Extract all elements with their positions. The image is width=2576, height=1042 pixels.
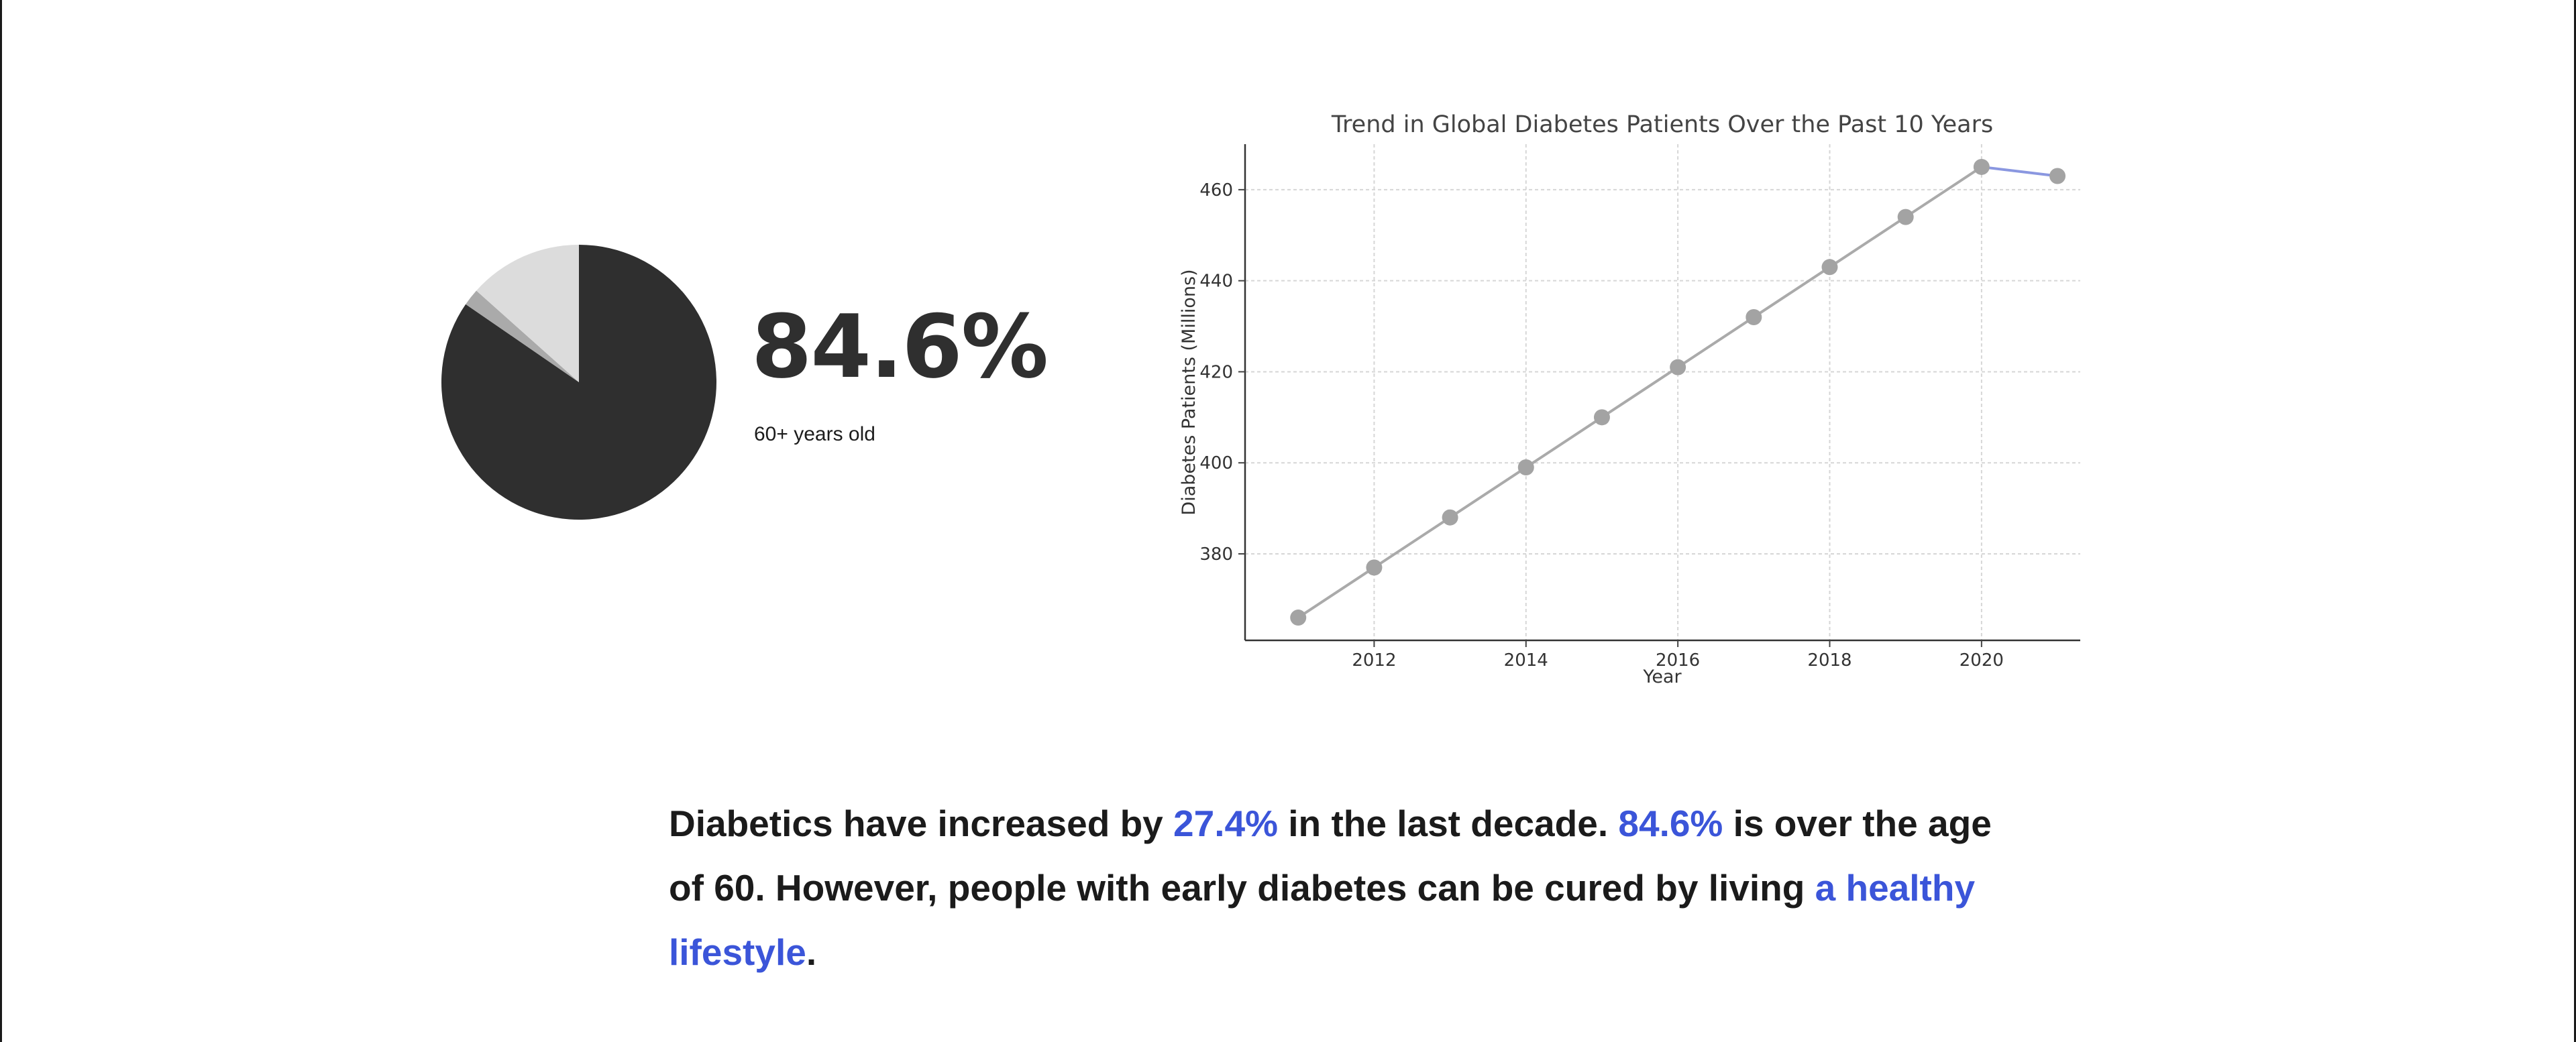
summary-text: Diabetics have increased by 27.4% in the… <box>669 791 1997 984</box>
x-tick-label: 2018 <box>1807 650 1851 671</box>
summary-text-part-3: is over the age of 60. However, people w… <box>669 803 1992 909</box>
data-point-2018 <box>1821 259 1838 276</box>
data-point-2014 <box>1517 459 1534 476</box>
stat-percentage: 84.6% <box>751 296 1049 398</box>
y-tick-label: 460 <box>1199 180 1233 200</box>
x-tick-label: 2016 <box>1656 650 1700 671</box>
summary-text-part-1: Diabetics have increased by <box>669 803 1174 844</box>
summary-text-part-2: in the last decade. <box>1278 803 1619 844</box>
chart-title: Trend in Global Diabetes Patients Over t… <box>1331 111 1993 138</box>
data-point-2012 <box>1366 559 1383 576</box>
summary-highlight-age-share: 84.6% <box>1618 803 1723 844</box>
pie-slice-3 <box>476 245 579 382</box>
data-point-2011 <box>1290 610 1307 626</box>
data-point-2013 <box>1442 509 1458 526</box>
data-point-2019 <box>1897 209 1914 225</box>
series-line-last-segment <box>1981 165 2058 178</box>
y-tick-label: 400 <box>1199 453 1233 473</box>
data-point-2016 <box>1670 359 1686 375</box>
y-axis-label: Diabetes Patients (Millions) <box>1179 269 1199 515</box>
y-tick-label: 440 <box>1199 272 1233 292</box>
pie-slice-2 <box>466 290 579 382</box>
x-tick-label: 2020 <box>1960 650 2004 671</box>
y-tick-label: 380 <box>1199 544 1233 565</box>
x-tick-label: 2012 <box>1352 650 1396 671</box>
y-tick-label: 420 <box>1199 362 1233 382</box>
data-point-2020 <box>1973 158 1990 175</box>
data-point-2021 <box>2049 168 2066 184</box>
summary-text-part-4: . <box>806 931 817 973</box>
data-point-2017 <box>1746 308 1762 325</box>
data-point-2015 <box>1593 409 1610 426</box>
x-axis-label: Year <box>1642 667 1682 687</box>
summary-highlight-lifestyle: a healthy lifestyle <box>669 867 1976 973</box>
age-distribution-pie-chart <box>441 245 716 520</box>
series-line <box>1297 166 1982 619</box>
stat-caption: 60+ years old <box>754 423 875 445</box>
diabetes-trend-line-chart: Trend in Global Diabetes Patients Over t… <box>1179 111 2080 687</box>
x-tick-label: 2014 <box>1504 650 1548 671</box>
summary-highlight-increase: 27.4% <box>1173 803 1278 844</box>
